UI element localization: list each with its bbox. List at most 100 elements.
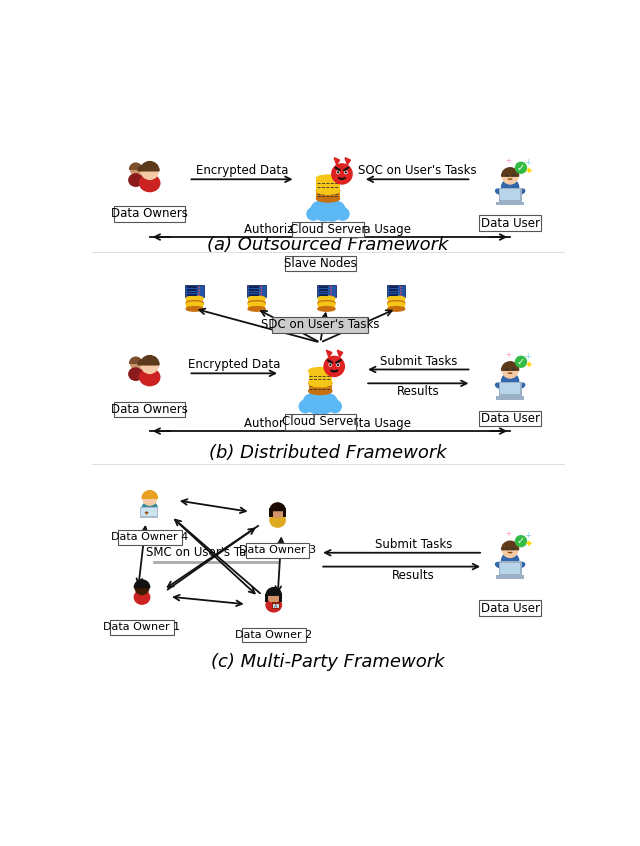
Ellipse shape [129,174,143,186]
Circle shape [506,368,508,371]
Text: SOC on User's Tasks: SOC on User's Tasks [358,164,476,178]
Circle shape [323,355,345,377]
FancyBboxPatch shape [250,292,259,294]
Text: Authorization of Data Usage: Authorization of Data Usage [244,417,412,430]
Ellipse shape [186,296,204,300]
Circle shape [198,289,200,291]
FancyBboxPatch shape [186,299,204,303]
Text: SMC on User's Tasks: SMC on User's Tasks [146,547,266,559]
Text: Cloud Server: Cloud Server [290,222,366,236]
Wedge shape [134,580,150,587]
Circle shape [260,289,262,291]
Circle shape [512,174,515,177]
Circle shape [260,287,262,288]
FancyBboxPatch shape [387,285,405,297]
FancyBboxPatch shape [308,371,332,383]
Text: ✦: ✦ [525,540,532,550]
FancyBboxPatch shape [186,305,204,309]
FancyBboxPatch shape [496,575,524,579]
Text: SDC on User's Tasks: SDC on User's Tasks [261,318,380,332]
Circle shape [331,163,353,184]
FancyBboxPatch shape [285,415,356,430]
Wedge shape [129,163,142,169]
Circle shape [330,289,332,291]
Ellipse shape [495,383,503,388]
Ellipse shape [517,189,525,194]
Ellipse shape [140,369,160,386]
Ellipse shape [318,306,335,311]
FancyBboxPatch shape [188,286,196,288]
Circle shape [313,201,335,222]
Circle shape [329,364,332,366]
Text: Data Owner 1: Data Owner 1 [104,623,180,633]
Circle shape [307,207,320,221]
Wedge shape [502,362,518,371]
Text: A: A [274,604,278,609]
FancyBboxPatch shape [500,563,520,574]
FancyBboxPatch shape [292,222,364,237]
Circle shape [515,162,527,174]
Text: ✓: ✓ [517,357,525,367]
Text: Encrypted Data: Encrypted Data [188,359,280,371]
FancyBboxPatch shape [285,255,356,271]
Circle shape [138,360,149,371]
FancyBboxPatch shape [271,602,280,609]
FancyBboxPatch shape [188,289,196,290]
FancyBboxPatch shape [389,292,398,294]
FancyBboxPatch shape [250,286,259,288]
FancyBboxPatch shape [389,286,398,288]
Circle shape [142,491,157,506]
Circle shape [198,294,200,296]
Circle shape [512,368,515,371]
Wedge shape [270,503,285,510]
Text: +: + [524,352,531,361]
FancyBboxPatch shape [499,561,522,575]
Text: (c) Multi-Party Framework: (c) Multi-Party Framework [211,653,445,671]
Circle shape [330,294,332,296]
FancyBboxPatch shape [248,305,265,309]
Ellipse shape [308,380,332,387]
Wedge shape [140,355,159,365]
Text: ✦: ✦ [525,360,532,371]
Text: Data Owner 3: Data Owner 3 [239,546,316,556]
Text: +: + [506,531,511,537]
Ellipse shape [502,179,518,195]
Circle shape [515,535,527,547]
FancyBboxPatch shape [319,289,328,290]
Text: +: + [524,158,531,167]
FancyBboxPatch shape [273,603,278,608]
FancyBboxPatch shape [188,294,196,296]
Text: +: + [506,158,511,164]
Circle shape [130,357,142,370]
Ellipse shape [308,380,332,387]
FancyBboxPatch shape [479,411,541,426]
Circle shape [515,355,527,368]
Circle shape [305,393,327,415]
FancyBboxPatch shape [282,508,286,518]
Ellipse shape [142,502,157,515]
FancyBboxPatch shape [496,396,524,399]
FancyBboxPatch shape [479,601,541,616]
Circle shape [270,503,285,518]
Circle shape [336,207,349,221]
FancyBboxPatch shape [500,190,520,201]
Ellipse shape [388,306,404,311]
Circle shape [260,292,262,294]
Ellipse shape [186,302,204,306]
Ellipse shape [388,302,404,306]
FancyBboxPatch shape [479,216,541,231]
Circle shape [328,399,342,414]
FancyBboxPatch shape [266,594,268,602]
Circle shape [319,393,338,412]
FancyBboxPatch shape [118,530,182,545]
FancyBboxPatch shape [246,543,309,558]
Circle shape [512,547,515,550]
FancyBboxPatch shape [388,305,404,309]
Ellipse shape [248,296,265,300]
Ellipse shape [316,175,340,182]
Circle shape [337,171,339,173]
Text: +: + [524,531,531,541]
Circle shape [316,195,340,220]
Wedge shape [138,166,149,171]
FancyBboxPatch shape [499,188,522,201]
